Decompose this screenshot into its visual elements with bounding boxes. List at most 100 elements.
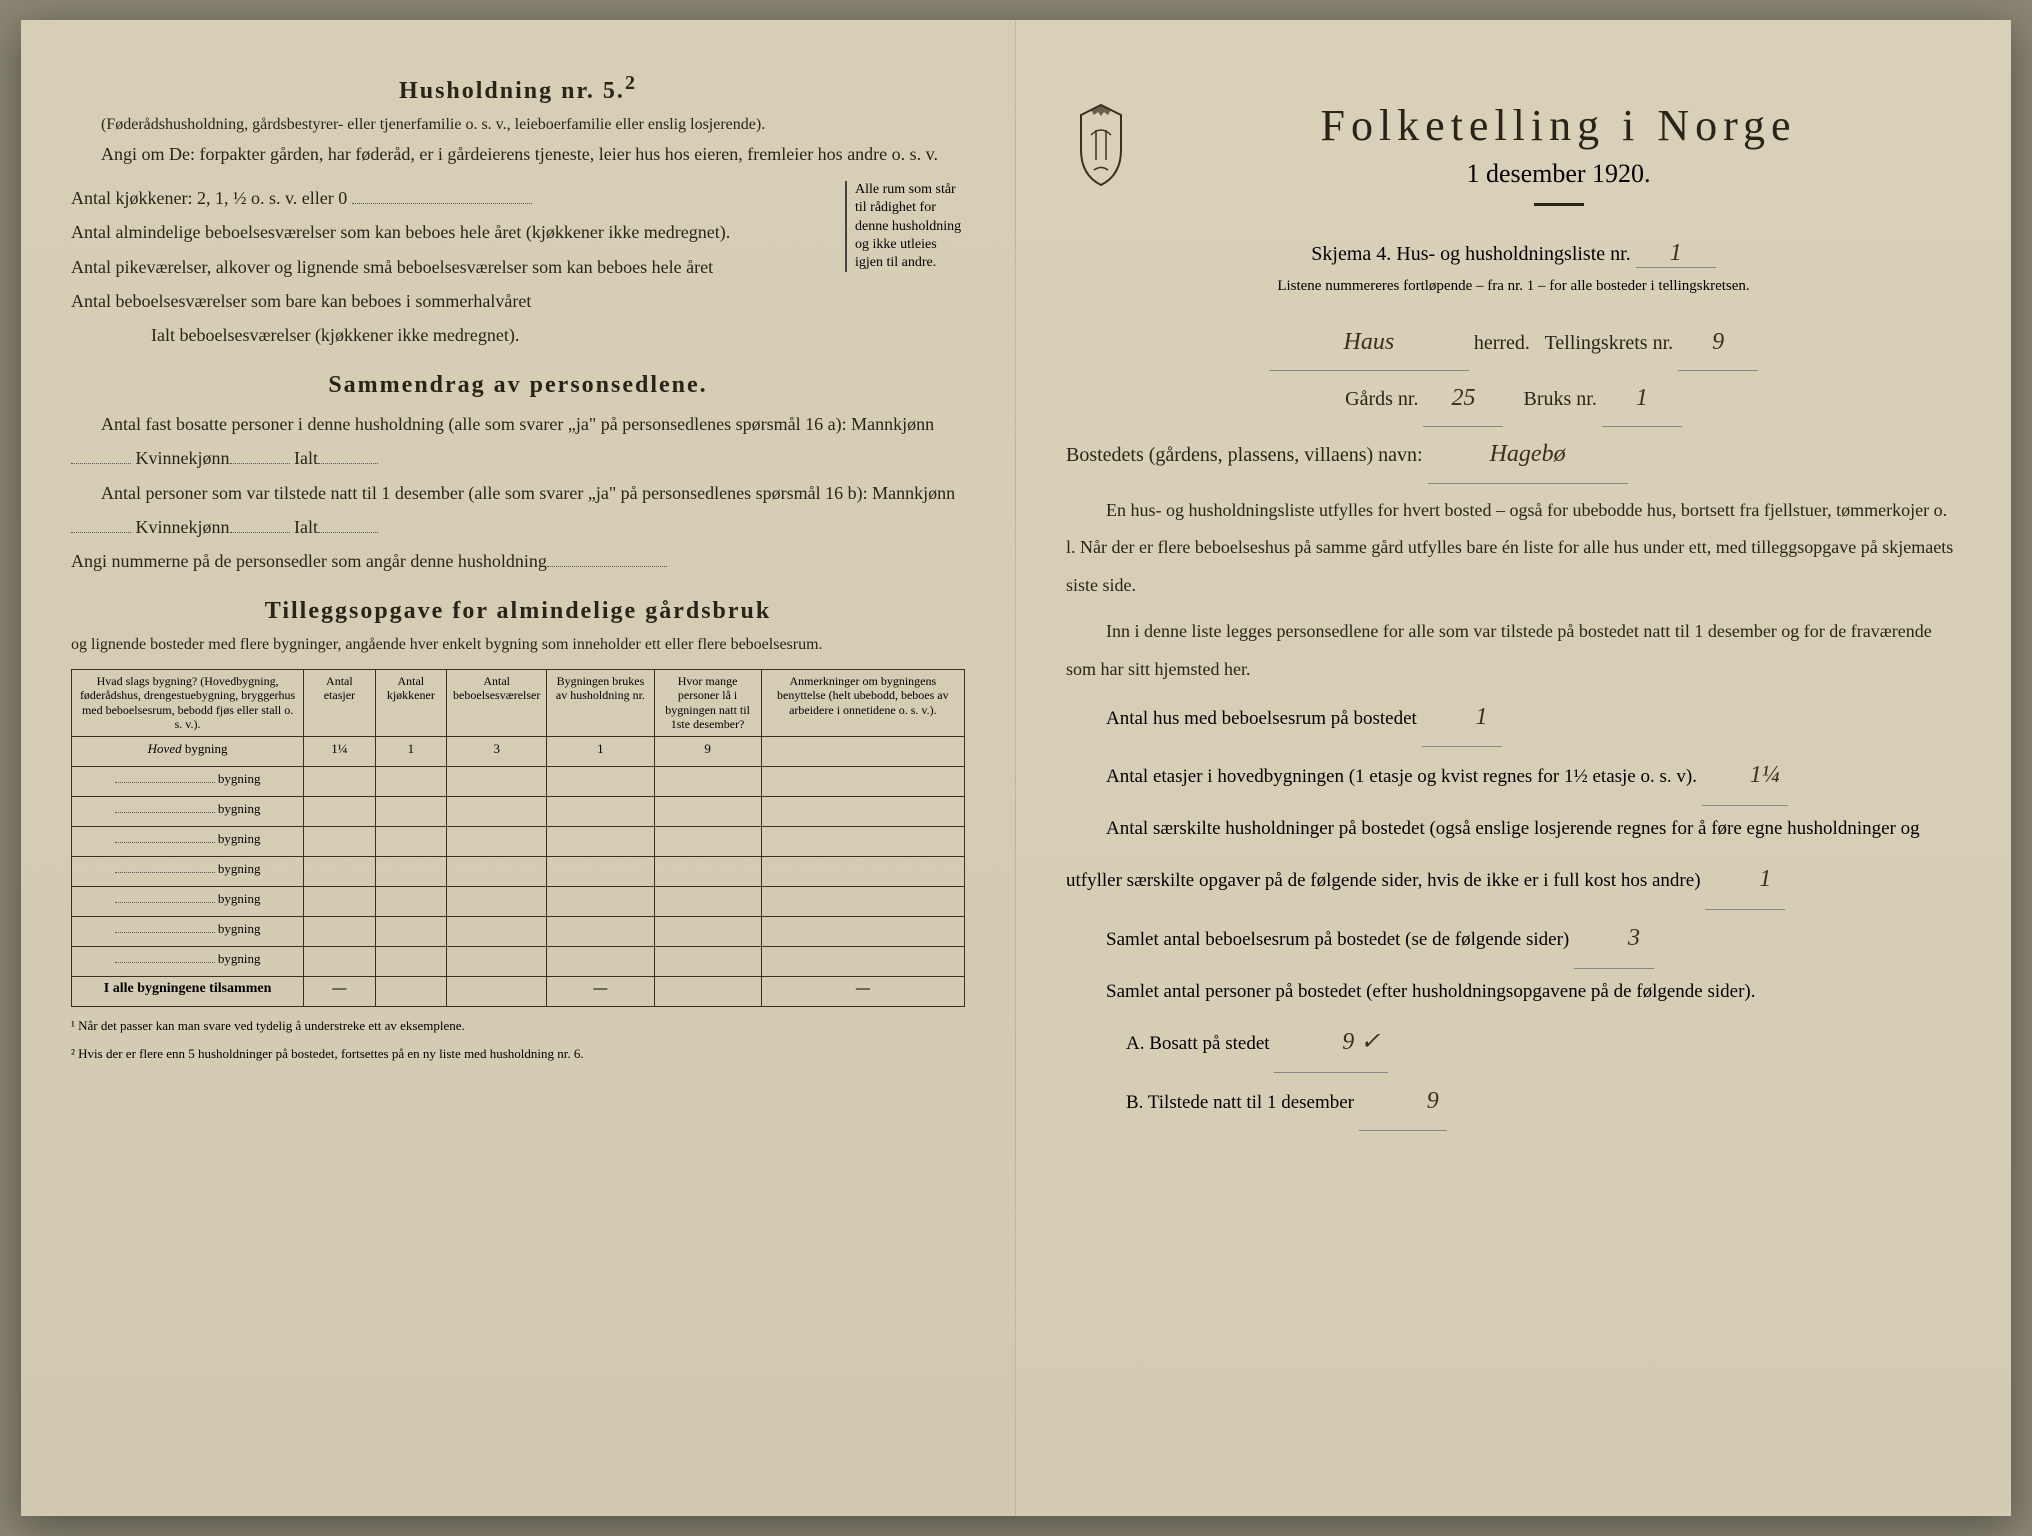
herred-line: Haus herred. Tellingskrets nr. 9 — [1066, 315, 1961, 371]
q-bosatt-label: A. Bosatt på stedet — [1126, 1033, 1270, 1054]
row1-anm — [761, 736, 964, 766]
kjokkener-line: Antal kjøkkener: 2, 1, ½ o. s. v. eller … — [71, 181, 965, 215]
table-row: bygning — [72, 946, 965, 976]
q-hus: Antal hus med beboelsesrum på bostedet 1 — [1066, 689, 1961, 748]
table-row: bygning — [72, 916, 965, 946]
title-block: Folketelling i Norge 1 desember 1920. — [1066, 100, 1961, 220]
table-row: bygning — [72, 856, 965, 886]
q-hushold-label: Antal særskilte husholdninger på bostede… — [1066, 818, 1920, 892]
table-summary-row: I alle bygningene tilsammen ——— — [72, 976, 965, 1006]
q-bosatt-value: 9 ✓ — [1274, 1014, 1388, 1073]
household-title-text: Husholdning nr. 5. — [399, 78, 625, 104]
document-spread: Husholdning nr. 5.2 (Føderådshusholdning… — [21, 20, 2011, 1516]
bygning-suffix: bygning — [218, 771, 261, 786]
q-etasjer-value: 1¼ — [1702, 747, 1788, 806]
bygning-suffix: bygning — [218, 801, 261, 816]
main-date: 1 desember 1920. — [1156, 159, 1961, 189]
th-bygning: Hvad slags bygning? (Hovedbygning, føder… — [72, 670, 304, 737]
household-instruction: Angi om De: forpakter gården, har føderå… — [71, 137, 965, 171]
sommer-line: Antal beboelsesværelser som bare kan beb… — [71, 284, 965, 318]
q-hus-value: 1 — [1422, 689, 1502, 748]
almindelige-line: Antal almindelige beboelsesværelser som … — [71, 215, 965, 249]
household-title: Husholdning nr. 5.2 — [71, 72, 965, 105]
pike-line: Antal pikeværelser, alkover og lignende … — [71, 250, 965, 284]
bygning-suffix: bygning — [218, 921, 261, 936]
row1-personer: 9 — [654, 736, 761, 766]
gards-label: Gårds nr. — [1345, 388, 1418, 410]
bygning-suffix: bygning — [218, 951, 261, 966]
q-etasjer-label: Antal etasjer i hovedbygningen (1 etasje… — [1106, 766, 1697, 787]
sammendrag-line1: Antal fast bosatte personer i denne hush… — [71, 407, 965, 475]
table-header-row: Hvad slags bygning? (Hovedbygning, føder… — [72, 670, 965, 737]
bostedets-value: Hagebø — [1428, 427, 1628, 483]
herred-label: herred. — [1474, 332, 1530, 354]
angi-line: Angi nummerne på de personsedler som ang… — [71, 544, 965, 578]
q-tilstede-label: B. Tilstede natt til 1 desember — [1126, 1092, 1354, 1113]
building-table: Hvad slags bygning? (Hovedbygning, føder… — [71, 669, 965, 1007]
row1-kjokkener: 1 — [375, 736, 446, 766]
skjema-line: Skjema 4. Hus- og husholdningsliste nr. … — [1066, 240, 1961, 268]
th-personer: Hvor mange personer lå i bygningen natt … — [654, 670, 761, 737]
gards-line: Gårds nr. 25 Bruks nr. 1 — [1066, 371, 1961, 427]
sammendrag-title: Sammendrag av personsedlene. — [71, 372, 965, 399]
kjokkener-label: Antal kjøkkener: 2, 1, ½ o. s. v. eller … — [71, 188, 347, 208]
bygning-suffix: bygning — [185, 741, 228, 756]
q-beboelse-label: Samlet antal beboelsesrum på bostedet (s… — [1106, 929, 1569, 950]
ialt-label1: Ialt — [294, 448, 318, 468]
q-beboelse-value: 3 — [1574, 910, 1654, 969]
kvinne-label1: Kvinnekjønn — [136, 448, 230, 468]
bygning-suffix: bygning — [218, 831, 261, 846]
footnote1: ¹ Når det passer kan man svare ved tydel… — [71, 1017, 965, 1035]
bracket-note: Alle rum som står til rådighet for denne… — [845, 181, 965, 272]
q-personer: Samlet antal personer på bostedet (efter… — [1066, 969, 1961, 1015]
gards-nr: 25 — [1423, 371, 1503, 427]
angi-text: Angi nummerne på de personsedler som ang… — [71, 551, 547, 571]
ialt-label2: Ialt — [294, 517, 318, 537]
q-hushold: Antal særskilte husholdninger på bostede… — [1066, 806, 1961, 910]
table-row: Hoved bygning 1¼ 1 3 1 9 — [72, 736, 965, 766]
sammendrag-line2: Antal personer som var tilstede natt til… — [71, 476, 965, 544]
th-anm: Anmerkninger om bygningens benyttelse (h… — [761, 670, 964, 737]
q-tilstede: B. Tilstede natt til 1 desember 9 — [1066, 1073, 1961, 1132]
tellingskrets-label: Tellingskrets nr. — [1545, 332, 1674, 354]
row1-name: Hoved — [148, 741, 182, 756]
th-husholdning: Bygningen brukes av husholdning nr. — [547, 670, 654, 737]
bygning-suffix: bygning — [218, 861, 261, 876]
row1-husholdning: 1 — [547, 736, 654, 766]
summary-label: I alle bygningene tilsammen — [72, 976, 304, 1006]
divider — [1534, 203, 1584, 206]
tellingskrets-nr: 9 — [1678, 315, 1758, 371]
bostedets-label: Bostedets (gårdens, plassens, villaens) … — [1066, 444, 1423, 466]
row1-vaerelser: 3 — [447, 736, 547, 766]
para1: En hus- og husholdningsliste utfylles fo… — [1066, 492, 1961, 605]
th-vaerelser: Antal beboelsesværelser — [447, 670, 547, 737]
kvinne-label2: Kvinnekjønn — [136, 517, 230, 537]
q-hus-label: Antal hus med beboelsesrum på bostedet — [1106, 708, 1417, 729]
bruks-label: Bruks nr. — [1523, 388, 1596, 410]
herred-value: Haus — [1269, 315, 1469, 371]
table-row: bygning — [72, 826, 965, 856]
tillegg-title: Tilleggsopgave for almindelige gårdsbruk — [71, 598, 965, 625]
bygning-suffix: bygning — [218, 891, 261, 906]
table-row: bygning — [72, 766, 965, 796]
bostedets-line: Bostedets (gårdens, plassens, villaens) … — [1066, 427, 1961, 483]
skjema-nr: 1 — [1636, 240, 1716, 268]
household-desc: (Føderådshusholdning, gårdsbestyrer- ell… — [71, 113, 965, 137]
table-row: bygning — [72, 886, 965, 916]
main-title: Folketelling i Norge — [1156, 100, 1961, 151]
sammendrag-text1: Antal fast bosatte personer i denne hush… — [101, 414, 934, 434]
crest-icon — [1066, 100, 1136, 190]
sammendrag-text2: Antal personer som var tilstede natt til… — [101, 483, 955, 503]
para2: Inn i denne liste legges personsedlene f… — [1066, 613, 1961, 689]
right-page: Folketelling i Norge 1 desember 1920. Sk… — [1016, 20, 2011, 1516]
q-tilstede-value: 9 — [1359, 1073, 1447, 1132]
footnote2: ² Hvis der er flere enn 5 husholdninger … — [71, 1045, 965, 1063]
bruks-nr: 1 — [1602, 371, 1682, 427]
left-page: Husholdning nr. 5.2 (Føderådshusholdning… — [21, 20, 1016, 1516]
th-etasjer: Antal etasjer — [304, 670, 375, 737]
ialt-line: Ialt beboelsesværelser (kjøkkener ikke m… — [71, 318, 965, 352]
q-beboelse: Samlet antal beboelsesrum på bostedet (s… — [1066, 910, 1961, 969]
q-etasjer: Antal etasjer i hovedbygningen (1 etasje… — [1066, 747, 1961, 806]
row1-etasjer: 1¼ — [304, 736, 375, 766]
household-sup: 2 — [625, 72, 637, 94]
